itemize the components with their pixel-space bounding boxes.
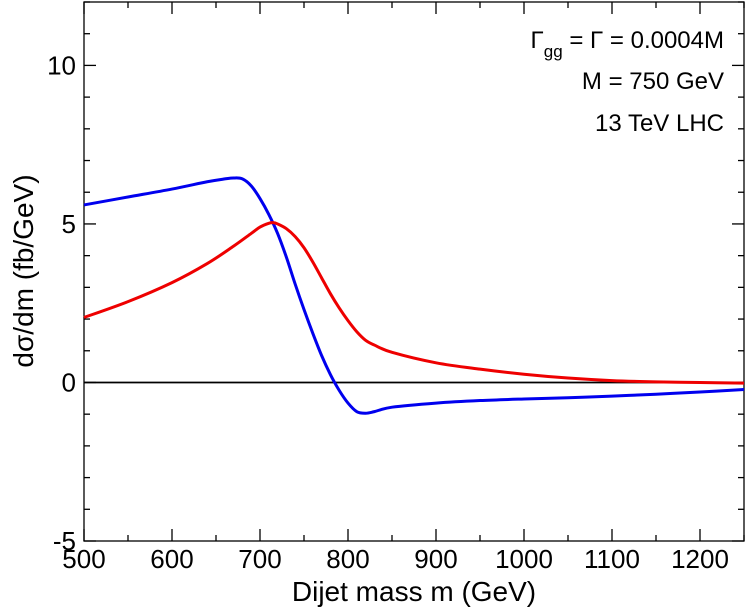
axis-ticks: 500 600 700 800 900 1000 1100 1200 -5 0 5 10 [47,1,745,574]
y-tick-label: 5 [62,209,76,239]
width-equation: = Γ = 0.0004M [563,27,724,54]
x-tick-label: 500 [62,544,105,574]
series-group [83,176,745,415]
x-tick-label: 1100 [584,544,640,574]
plot-frame [83,1,745,542]
y-tick-label: -5 [53,526,76,556]
annotation-width: Γgg = Γ = 0.0004M [531,27,724,61]
x-tick-label: 1000 [495,544,553,574]
annotation-mass: M = 750 GeV [582,68,724,95]
series-line-red [83,221,745,385]
x-tick-label: 800 [326,544,369,574]
y-axis-label: dσ/dm (fb/GeV) [8,174,39,367]
x-axis-label: Dijet mass m (GeV) [292,576,536,607]
y-tick-label: 10 [47,50,76,80]
series-line-blue [83,176,745,415]
x-tick-label: 1200 [671,544,729,574]
x-tick-label: 700 [238,544,281,574]
gamma-subscript: gg [544,42,563,61]
x-tick-label: 600 [150,544,193,574]
annotation-collider: 13 TeV LHC [595,110,724,137]
gamma-symbol: Γ [531,27,544,54]
x-tick-label: 900 [414,544,457,574]
y-tick-label: 0 [62,367,76,397]
